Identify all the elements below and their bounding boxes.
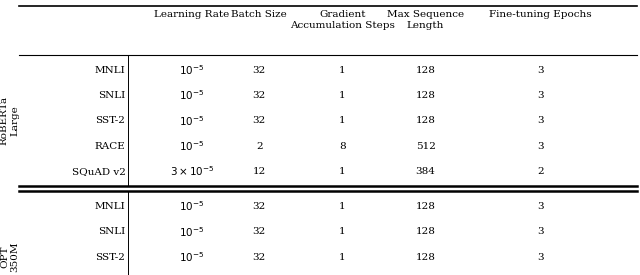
- Text: RoBERTa
Large: RoBERTa Large: [0, 96, 19, 145]
- Text: 32: 32: [253, 91, 266, 100]
- Text: 128: 128: [415, 116, 436, 125]
- Text: 512: 512: [415, 142, 436, 150]
- Text: $10^{-5}$: $10^{-5}$: [179, 200, 205, 213]
- Text: 128: 128: [415, 91, 436, 100]
- Text: $3 \times 10^{-5}$: $3 \times 10^{-5}$: [170, 164, 214, 178]
- Text: SQuAD v2: SQuAD v2: [72, 167, 125, 176]
- Text: 12: 12: [253, 167, 266, 176]
- Text: 3: 3: [538, 66, 544, 75]
- Text: 128: 128: [415, 66, 436, 75]
- Text: Learning Rate: Learning Rate: [154, 10, 230, 19]
- Text: 32: 32: [253, 253, 266, 262]
- Text: SST-2: SST-2: [95, 116, 125, 125]
- Text: 1: 1: [339, 116, 346, 125]
- Text: 32: 32: [253, 66, 266, 75]
- Text: 128: 128: [415, 253, 436, 262]
- Text: 128: 128: [415, 227, 436, 236]
- Text: 3: 3: [538, 142, 544, 150]
- Text: $10^{-5}$: $10^{-5}$: [179, 89, 205, 102]
- Text: $10^{-5}$: $10^{-5}$: [179, 250, 205, 264]
- Text: 1: 1: [339, 227, 346, 236]
- Text: 2: 2: [538, 167, 544, 176]
- Text: 2: 2: [256, 142, 262, 150]
- Text: OPT
350M: OPT 350M: [0, 242, 19, 272]
- Text: 32: 32: [253, 116, 266, 125]
- Text: 3: 3: [538, 116, 544, 125]
- Text: RACE: RACE: [95, 142, 125, 150]
- Text: 384: 384: [415, 167, 436, 176]
- Text: SNLI: SNLI: [98, 227, 125, 236]
- Text: 1: 1: [339, 167, 346, 176]
- Text: Fine-tuning Epochs: Fine-tuning Epochs: [490, 10, 592, 19]
- Text: 32: 32: [253, 227, 266, 236]
- Text: 32: 32: [253, 202, 266, 211]
- Text: MNLI: MNLI: [95, 66, 125, 75]
- Text: $10^{-5}$: $10^{-5}$: [179, 114, 205, 128]
- Text: $10^{-5}$: $10^{-5}$: [179, 63, 205, 77]
- Text: $10^{-5}$: $10^{-5}$: [179, 225, 205, 239]
- Text: SST-2: SST-2: [95, 253, 125, 262]
- Text: 3: 3: [538, 253, 544, 262]
- Text: 8: 8: [339, 142, 346, 150]
- Text: 3: 3: [538, 227, 544, 236]
- Text: 1: 1: [339, 66, 346, 75]
- Text: 1: 1: [339, 202, 346, 211]
- Text: 1: 1: [339, 253, 346, 262]
- Text: 3: 3: [538, 202, 544, 211]
- Text: Max Sequence
Length: Max Sequence Length: [387, 10, 464, 30]
- Text: 3: 3: [538, 91, 544, 100]
- Text: Gradient
Accumulation Steps: Gradient Accumulation Steps: [290, 10, 395, 30]
- Text: $10^{-5}$: $10^{-5}$: [179, 139, 205, 153]
- Text: MNLI: MNLI: [95, 202, 125, 211]
- Text: SNLI: SNLI: [98, 91, 125, 100]
- Text: 1: 1: [339, 91, 346, 100]
- Text: 128: 128: [415, 202, 436, 211]
- Text: Batch Size: Batch Size: [231, 10, 287, 19]
